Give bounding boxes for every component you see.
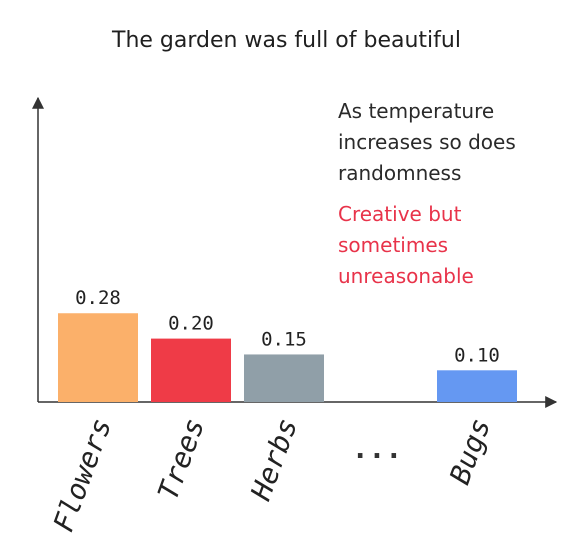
chart-title: The garden was full of beautiful: [112, 28, 461, 53]
annotation-main-line: randomness: [338, 161, 462, 185]
data-label: 0.28: [75, 287, 121, 309]
data-label: 0.20: [168, 313, 214, 335]
annotation-main: As temperature increases so does randomn…: [338, 96, 568, 189]
x-tick-label: Herbs: [244, 414, 304, 505]
ellipsis-tick-label: ...: [352, 432, 403, 465]
annotation-highlight-line: sometimes: [338, 233, 449, 257]
bar-herbs: [244, 354, 324, 402]
annotation-main-line: As temperature: [338, 99, 495, 123]
annotation-highlight-line: unreasonable: [338, 264, 474, 288]
x-tick-label: Trees: [151, 414, 211, 504]
bar-bugs: [437, 370, 517, 402]
bar-flowers: [58, 313, 138, 402]
data-label: 0.15: [261, 328, 307, 350]
data-label: 0.10: [454, 344, 500, 366]
annotation-highlight-line: Creative but: [338, 202, 462, 226]
annotation-main-line: increases so does: [338, 130, 516, 154]
bar-trees: [151, 338, 231, 402]
x-tick-label: Bugs: [443, 414, 497, 489]
annotation-highlight: Creative but sometimes unreasonable: [338, 199, 568, 292]
x-tick-label: Flowers: [47, 414, 118, 536]
